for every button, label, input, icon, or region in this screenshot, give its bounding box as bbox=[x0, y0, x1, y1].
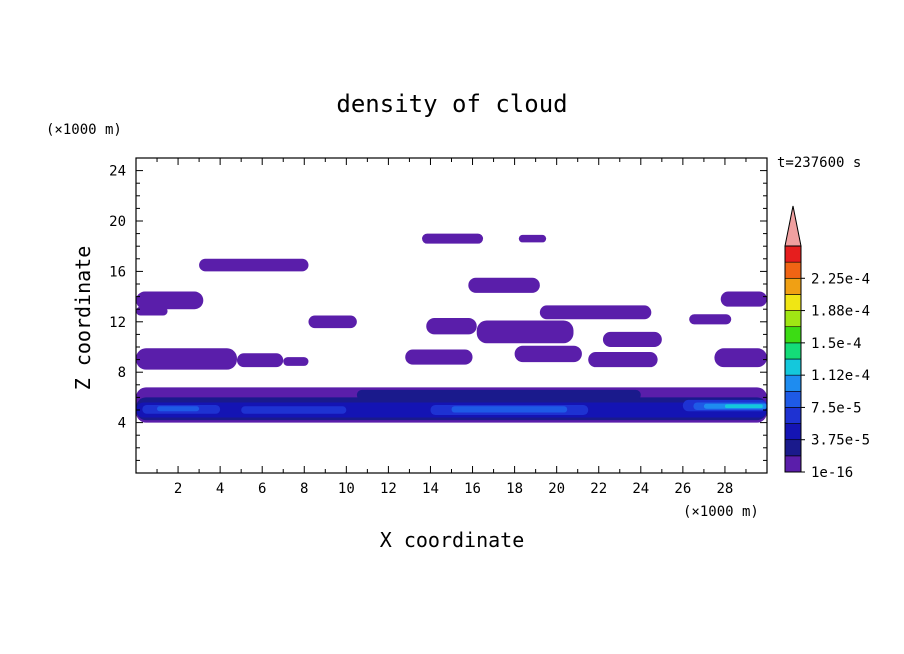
x-tick-label: 2 bbox=[174, 481, 182, 497]
colorbar-extend-arrow bbox=[784, 205, 802, 247]
colorbar-segment bbox=[784, 423, 802, 441]
x-tick-label: 18 bbox=[506, 481, 523, 497]
cloud-region-25 bbox=[539, 305, 652, 320]
x-tick-label: 4 bbox=[216, 481, 224, 497]
cloud-region-14 bbox=[236, 353, 284, 368]
colorbar-segment bbox=[784, 342, 802, 360]
x-tick-label: 6 bbox=[258, 481, 266, 497]
y-tick-label: 24 bbox=[109, 164, 126, 180]
colorbar-segment bbox=[784, 455, 802, 473]
cloud-region-18 bbox=[588, 352, 658, 368]
x-unit-label: (×1000 m) bbox=[683, 504, 759, 520]
colorbar-label: 1.5e-4 bbox=[811, 336, 862, 352]
cloud-region-26 bbox=[602, 331, 662, 347]
cloud-region-27 bbox=[689, 314, 732, 325]
y-tick-label: 4 bbox=[118, 416, 126, 432]
y-axis-ticks: 4 8 12 16 20 24 bbox=[109, 164, 767, 461]
cloud-region-16 bbox=[405, 349, 473, 365]
cloud-region-23 bbox=[426, 318, 477, 335]
x-axis-ticks: 2 4 6 8 10 12 14 16 18 20 22 24 26 28 bbox=[156, 158, 747, 497]
colorbar-segment bbox=[784, 261, 802, 279]
colorbar-frame bbox=[784, 245, 802, 473]
colorbar: 1e-16 3.75e-5 7.5e-5 1.12e-4 1.5e-4 1.88e-4 2.… bbox=[784, 205, 870, 481]
plot-background bbox=[136, 158, 767, 473]
cloud-region-8 bbox=[157, 406, 200, 412]
y-tick-label: 12 bbox=[109, 315, 126, 331]
x-tick-label: 10 bbox=[338, 481, 355, 497]
x-tick-label: 14 bbox=[422, 481, 439, 497]
colorbar-label: 1.88e-4 bbox=[811, 304, 870, 320]
colorbar-label: 2.25e-4 bbox=[811, 271, 870, 287]
colorbar-segment bbox=[784, 310, 802, 328]
cloud-region-2 bbox=[356, 389, 641, 400]
cloud-region-9 bbox=[451, 406, 568, 413]
colorbar-segment bbox=[784, 439, 802, 457]
cloud-region-17 bbox=[514, 345, 582, 363]
cloud-region-28 bbox=[720, 291, 767, 307]
cloud-region-29 bbox=[468, 277, 540, 293]
time-label: t=237600 s bbox=[777, 155, 861, 171]
x-tick-label: 22 bbox=[590, 481, 607, 497]
colorbar-label: 3.75e-5 bbox=[811, 433, 870, 449]
colorbar-segment bbox=[784, 294, 802, 311]
cloud-region-21 bbox=[136, 306, 168, 316]
y-tick-label: 20 bbox=[109, 214, 126, 230]
cloud-region-24 bbox=[476, 320, 574, 344]
cloud-region-22 bbox=[308, 315, 357, 329]
x-tick-label: 24 bbox=[632, 481, 649, 497]
cloud-region-19 bbox=[714, 348, 767, 368]
cloud-region-30 bbox=[199, 258, 309, 272]
y-axis-label: Z coordinate bbox=[71, 246, 95, 391]
colorbar-segment bbox=[784, 407, 802, 424]
colorbar-label: 7.5e-5 bbox=[811, 400, 862, 416]
cloud-region-31 bbox=[422, 233, 484, 244]
x-tick-label: 26 bbox=[674, 481, 691, 497]
colorbar-label: 1.12e-4 bbox=[811, 368, 870, 384]
colorbar-segment bbox=[784, 245, 802, 263]
colorbar-segment bbox=[784, 326, 802, 344]
colorbar-segment bbox=[784, 390, 802, 408]
x-tick-label: 28 bbox=[717, 481, 734, 497]
cloud-region-20 bbox=[136, 291, 204, 310]
colorbar-segment bbox=[784, 374, 802, 392]
cloud-region-15 bbox=[283, 357, 309, 366]
x-tick-label: 12 bbox=[380, 481, 397, 497]
colorbar-segment bbox=[784, 277, 802, 295]
colorbar-label: 1e-16 bbox=[811, 465, 853, 481]
colorbar-segment bbox=[784, 358, 802, 376]
x-tick-label: 20 bbox=[548, 481, 565, 497]
x-axis-label: X coordinate bbox=[380, 528, 525, 552]
cloud-region-13 bbox=[136, 348, 237, 370]
y-unit-label: (×1000 m) bbox=[46, 122, 122, 138]
cloud-region-5 bbox=[241, 406, 347, 414]
x-tick-label: 8 bbox=[300, 481, 308, 497]
contour-regions bbox=[136, 233, 767, 423]
cloud-region-12 bbox=[724, 404, 763, 409]
chart-title: density of cloud bbox=[336, 90, 567, 118]
y-tick-label: 8 bbox=[118, 365, 126, 381]
cloud-region-32 bbox=[518, 234, 547, 243]
x-tick-label: 16 bbox=[464, 481, 481, 497]
y-tick-label: 16 bbox=[109, 264, 126, 280]
